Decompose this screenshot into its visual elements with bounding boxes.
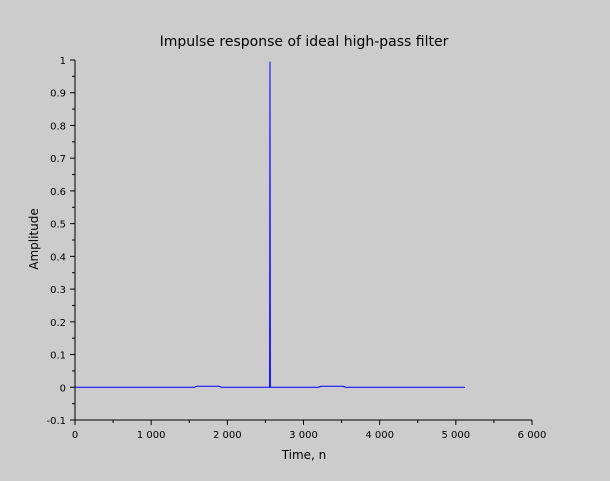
y-tick-label: 0.2 xyxy=(50,318,66,329)
series-line-0 xyxy=(75,61,465,388)
y-tick-label: 0.6 xyxy=(50,187,66,198)
y-tick-label: 0.9 xyxy=(50,89,66,100)
y-axis-label: Amplitude xyxy=(27,208,41,270)
x-tick-label: 1 000 xyxy=(137,430,166,441)
y-tick-label: 0.8 xyxy=(50,121,66,132)
y-tick-label: 0.7 xyxy=(50,154,66,165)
y-axis: -0.1 0 0.1 0.2 0.3 0.4 0.5 0.6 0.7 0.8 0.9 1 xyxy=(46,56,76,427)
x-tick-label: 5 000 xyxy=(442,430,471,441)
y-tick-label: -0.1 xyxy=(46,416,66,427)
x-axis: 0 1 000 2 000 3 000 4 000 5 000 6 000 xyxy=(72,419,547,441)
y-tick-label: 1 xyxy=(60,56,66,67)
y-tick-label: 0.1 xyxy=(50,351,66,362)
y-tick-label: 0 xyxy=(60,383,66,394)
y-tick-label: 0.4 xyxy=(50,252,66,263)
x-tick-label: 6 000 xyxy=(518,430,547,441)
chart-title: Impulse response of ideal high-pass filt… xyxy=(160,34,449,50)
x-tick-label: 0 xyxy=(72,430,78,441)
x-tick-label: 4 000 xyxy=(365,430,394,441)
series-group xyxy=(75,61,465,388)
y-tick-label: 0.3 xyxy=(50,285,66,296)
x-axis-label: Time, n xyxy=(281,448,327,462)
x-tick-label: 3 000 xyxy=(289,430,318,441)
x-tick-label: 2 000 xyxy=(213,430,242,441)
y-tick-label: 0.5 xyxy=(50,220,66,231)
